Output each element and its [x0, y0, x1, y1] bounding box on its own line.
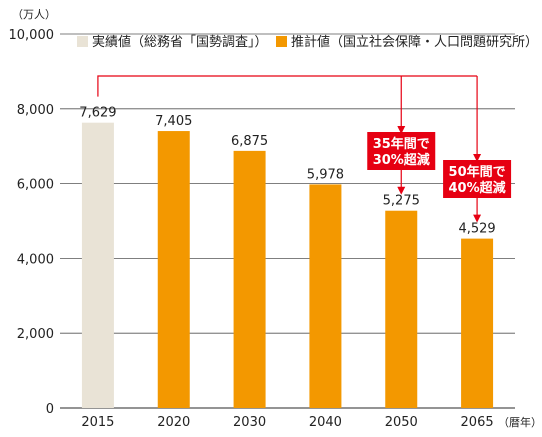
legend-label-actual: 実績値（総務省「国勢調査」） [92, 34, 268, 50]
annotation-box [443, 160, 512, 198]
x-tick-label-2050: 2050 [385, 415, 418, 430]
y-tick-label: 8,000 [17, 103, 54, 118]
legend-swatch-actual [77, 36, 88, 47]
x-axis-ticks: 2015 2020 2030 2040 2050 2065 [81, 415, 493, 430]
legend-swatch-estimate [276, 36, 287, 47]
gridlines [60, 33, 515, 409]
value-label-2065: 4,529 [458, 222, 495, 237]
x-tick-label-2065: 2065 [461, 415, 494, 430]
annotation-line2: 30%超減 [373, 152, 430, 168]
annotation-line1: 50年間で [449, 164, 506, 180]
x-tick-label-2020: 2020 [157, 415, 190, 430]
x-tick-label-2030: 2030 [233, 415, 266, 430]
y-tick-label: 6,000 [17, 178, 54, 193]
annotation-line2: 40%超減 [449, 180, 506, 196]
bars [81, 122, 494, 409]
x-axis-unit: （暦年） [498, 415, 542, 429]
y-tick-label: 0 [46, 402, 54, 417]
y-tick-label: 10,000 [9, 28, 55, 43]
value-labels: 7,629 7,405 6,875 5,978 5,275 4,529 [79, 106, 495, 237]
annotation-box [367, 132, 436, 170]
y-axis-unit: （万人） [12, 8, 56, 21]
bar-2020 [157, 131, 190, 409]
x-tick-label-2015: 2015 [81, 415, 114, 430]
value-label-2040: 5,978 [307, 167, 344, 182]
bar-2015 [81, 122, 114, 408]
bar-2040 [309, 184, 342, 408]
value-label-2030: 6,875 [231, 134, 268, 149]
bar-2065 [461, 238, 494, 408]
y-axis-ticks: 0 2,000 4,000 6,000 8,000 10,000 [9, 28, 55, 417]
bar-2030 [233, 150, 266, 408]
annotation-line1: 35年間で [373, 136, 430, 152]
legend: 実績値（総務省「国勢調査」） 推計値（国立社会保障・人口問題研究所） [77, 34, 538, 50]
y-tick-label: 2,000 [17, 327, 54, 342]
value-label-2015: 7,629 [79, 106, 116, 121]
legend-label-estimate: 推計値（国立社会保障・人口問題研究所） [291, 34, 538, 50]
y-tick-label: 4,000 [17, 252, 54, 267]
x-tick-label-2040: 2040 [309, 415, 342, 430]
annotation-bracket [97, 75, 478, 97]
value-label-2020: 7,405 [155, 114, 192, 129]
value-label-2050: 5,275 [383, 194, 420, 209]
bar-2050 [385, 210, 418, 408]
